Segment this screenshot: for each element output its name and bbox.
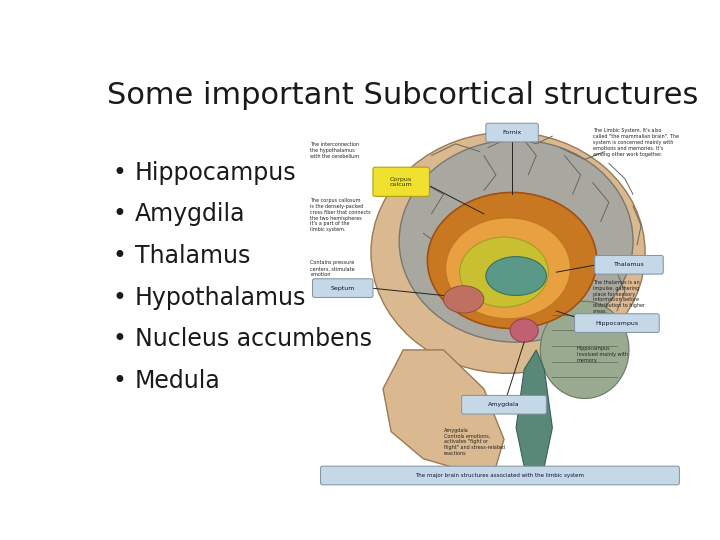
Text: The corpus callosum
is the densely-packed
cross fiber that connects
the two hemi: The corpus callosum is the densely-packe… <box>310 198 371 232</box>
Polygon shape <box>383 350 504 470</box>
Ellipse shape <box>459 237 549 307</box>
Text: Hippocampus: Hippocampus <box>595 321 639 326</box>
Polygon shape <box>516 350 552 467</box>
Text: Hippocampus: Hippocampus <box>135 161 296 185</box>
Text: Hypothalamus: Hypothalamus <box>135 286 306 309</box>
FancyBboxPatch shape <box>595 255 663 274</box>
Ellipse shape <box>446 218 570 319</box>
Ellipse shape <box>510 319 539 342</box>
Text: •: • <box>112 369 126 393</box>
Text: •: • <box>112 161 126 185</box>
FancyBboxPatch shape <box>462 395 546 414</box>
FancyBboxPatch shape <box>373 167 429 197</box>
Text: The interconnection
the hypothalamus
with the cerebellum: The interconnection the hypothalamus wit… <box>310 142 359 159</box>
Text: Septum: Septum <box>330 286 355 291</box>
FancyBboxPatch shape <box>320 466 680 485</box>
Text: Fornix: Fornix <box>503 130 522 135</box>
Text: Hippocampus
Involved mainly with
memory.: Hippocampus Involved mainly with memory. <box>577 346 628 363</box>
Text: Thalamus: Thalamus <box>135 244 250 268</box>
Ellipse shape <box>444 286 484 313</box>
Ellipse shape <box>428 192 597 328</box>
Text: •: • <box>112 286 126 309</box>
Text: •: • <box>112 202 126 226</box>
Ellipse shape <box>486 256 546 295</box>
FancyBboxPatch shape <box>575 314 660 333</box>
Text: Contains pressure
centers, stimulate
emotion: Contains pressure centers, stimulate emo… <box>310 260 355 277</box>
Text: The major brain structures associated with the limbic system: The major brain structures associated wi… <box>415 473 585 478</box>
Text: Nucleus accumbens: Nucleus accumbens <box>135 327 372 351</box>
Text: Medula: Medula <box>135 369 220 393</box>
Text: •: • <box>112 244 126 268</box>
FancyBboxPatch shape <box>486 123 539 142</box>
Text: Corpus
calcum: Corpus calcum <box>390 177 413 187</box>
FancyBboxPatch shape <box>312 279 373 298</box>
Ellipse shape <box>371 132 645 373</box>
Text: Thalamus: Thalamus <box>613 262 644 267</box>
Text: The Limbic System. It's also
called "the mammalian brain". The
system is concern: The Limbic System. It's also called "the… <box>593 129 679 157</box>
Text: •: • <box>112 327 126 351</box>
Text: Amygdala
Controls emotions,
activates "fight or
flight" and stress-related
react: Amygdala Controls emotions, activates "f… <box>444 428 505 456</box>
Text: The thalamus is an
impulse, gathering
place for sensory
information before
distr: The thalamus is an impulse, gathering pl… <box>593 280 645 314</box>
Text: Amygdila: Amygdila <box>135 202 245 226</box>
Text: Some important Subcortical structures: Some important Subcortical structures <box>107 82 698 111</box>
Ellipse shape <box>399 140 633 342</box>
Ellipse shape <box>540 301 629 399</box>
Text: Amygdala: Amygdala <box>488 402 520 407</box>
